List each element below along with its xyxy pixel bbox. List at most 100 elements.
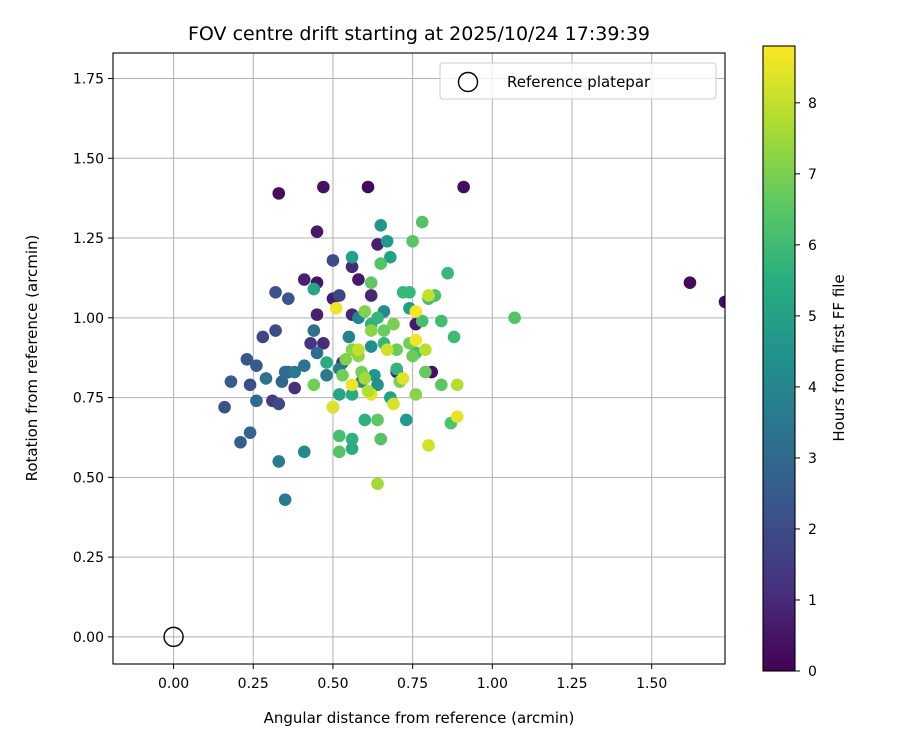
x-tick-label: 0.00: [158, 676, 189, 692]
x-axis-ticks: 0.00 0.25 0.50 0.75 1.00 1.25 1.50: [158, 664, 667, 692]
data-point: [240, 352, 254, 366]
data-point: [422, 289, 435, 302]
data-point: [374, 218, 388, 232]
y-tick-label: 1.25: [73, 231, 104, 247]
data-point: [415, 314, 429, 328]
data-point: [406, 349, 419, 363]
data-point: [342, 330, 356, 344]
data-point: [269, 324, 282, 337]
plot-frame: [112, 52, 726, 665]
data-point: [326, 400, 340, 414]
colorbar-tick-label: 2: [808, 522, 817, 538]
data-point: [457, 180, 470, 194]
data-point: [218, 400, 231, 414]
x-tick-label: 1.50: [636, 676, 667, 692]
data-point: [272, 397, 286, 411]
data-point: [333, 388, 346, 401]
y-tick-label: 0.25: [73, 550, 104, 566]
x-axis-label: Angular distance from reference (arcmin): [264, 709, 575, 727]
data-point: [352, 343, 365, 357]
colorbar-ticks: 0 1 2 3 4 5 6 7 8: [795, 96, 817, 680]
data-point: [419, 343, 432, 357]
legend-label: Reference platepar: [507, 73, 651, 91]
colorbar: 0 1 2 3 4 5 6 7 8 Hours from first FF file: [762, 45, 848, 680]
data-point: [374, 257, 388, 270]
colorbar-tick-label: 7: [808, 167, 817, 183]
data-point: [358, 372, 372, 385]
data-point: [345, 260, 359, 274]
data-point: [380, 343, 394, 357]
data-point: [250, 359, 263, 372]
data-point: [361, 384, 375, 398]
x-tick-label: 0.25: [238, 676, 269, 692]
data-point: [275, 375, 289, 388]
data-point: [243, 378, 257, 392]
data-point: [508, 311, 521, 325]
colorbar-gradient: [762, 45, 796, 672]
data-point: [336, 368, 349, 382]
x-tick-label: 1.00: [477, 676, 508, 692]
chart-title: FOV centre drift starting at 2025/10/24 …: [188, 23, 650, 45]
data-point: [250, 394, 263, 408]
data-point: [390, 362, 403, 376]
colorbar-tick-label: 8: [808, 96, 817, 112]
data-point: [403, 285, 416, 299]
data-point: [358, 305, 372, 318]
data-point: [278, 493, 292, 506]
data-point: [352, 273, 365, 286]
data-point: [450, 410, 464, 424]
data-point: [317, 337, 330, 350]
data-point: [288, 381, 301, 395]
data-point: [333, 289, 346, 302]
y-tick-label: 1.50: [73, 151, 104, 167]
data-point: [415, 215, 429, 229]
data-point: [339, 352, 352, 366]
data-point: [326, 254, 340, 267]
data-point: [447, 330, 461, 344]
grid-lines: [113, 53, 725, 664]
legend-box: [439, 62, 717, 100]
data-point: [364, 340, 378, 353]
colorbar-tick-label: 0: [808, 664, 817, 680]
data-point: [345, 250, 359, 264]
data-point: [333, 429, 346, 443]
data-point: [259, 372, 273, 385]
data-point: [307, 324, 321, 337]
data-point: [310, 308, 324, 321]
data-point: [399, 413, 413, 427]
data-point: [377, 324, 391, 337]
data-point: [435, 314, 448, 328]
data-point: [390, 343, 403, 357]
data-point: [371, 378, 384, 392]
colorbar-label: Hours from first FF file: [830, 274, 848, 441]
data-point: [441, 266, 454, 280]
data-point: [272, 187, 286, 200]
data-point: [374, 432, 388, 446]
data-point: [361, 180, 375, 194]
data-point: [333, 445, 346, 459]
reference-platepar-marker: [163, 626, 184, 648]
x-tick-label: 1.25: [556, 676, 587, 692]
y-axis-ticks: 0.00 0.25 0.50 0.75 1.00 1.25 1.50 1.75: [73, 72, 113, 646]
data-point: [272, 455, 286, 468]
data-point: [320, 356, 333, 369]
data-point: [387, 397, 400, 411]
data-point: [409, 305, 423, 318]
data-point: [297, 273, 311, 286]
data-point: [243, 426, 257, 439]
legend: Reference platepar: [439, 62, 717, 100]
data-point: [368, 368, 381, 382]
colorbar-tick-label: 1: [808, 593, 817, 609]
data-point: [317, 180, 330, 194]
data-point: [384, 250, 397, 264]
y-tick-label: 0.75: [73, 391, 104, 407]
colorbar-tick-label: 5: [808, 309, 817, 325]
data-point: [364, 324, 378, 337]
data-point: [364, 276, 378, 290]
data-point: [371, 311, 384, 325]
data-point: [288, 365, 301, 379]
data-point: [297, 445, 311, 459]
data-point: [358, 413, 372, 427]
data-point: [345, 442, 359, 455]
data-point: [422, 439, 435, 452]
